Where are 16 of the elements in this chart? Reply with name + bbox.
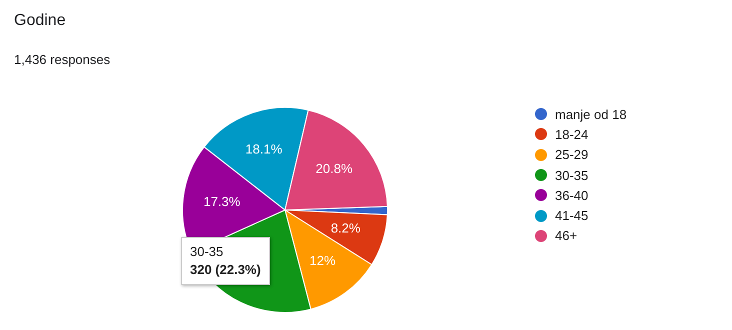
legend-label: 36-40 [555, 188, 588, 203]
legend-label: manje od 18 [555, 106, 627, 122]
data-label: 12% [310, 252, 336, 268]
data-label: 8.2% [330, 220, 361, 236]
text: 320 (22.3%) [190, 261, 261, 279]
legend-label: 18-24 [555, 126, 588, 142]
legend-label: 30-35 [555, 168, 588, 183]
data-label: 20.8% [316, 161, 353, 176]
legend-label: 25-29 [555, 147, 588, 162]
data-label: 18.1% [245, 142, 283, 157]
text: Godine [14, 12, 66, 30]
text: 1,436 responses [14, 52, 110, 67]
legend-label: 46+ [555, 228, 578, 244]
text: 30-35 [190, 243, 224, 261]
data-label: 17.3% [203, 194, 241, 210]
legend-label: 41-45 [555, 208, 588, 224]
